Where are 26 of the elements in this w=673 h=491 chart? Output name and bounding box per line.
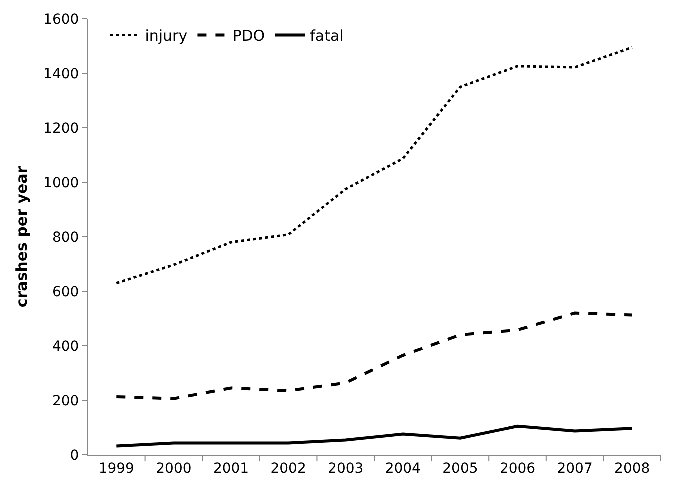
x-tick-label: 2008 — [614, 460, 650, 477]
x-tick-label: 2002 — [270, 460, 306, 477]
line-series — [115, 312, 634, 400]
x-tick-label: 2004 — [385, 460, 422, 477]
x-tick-label: 2007 — [557, 460, 593, 477]
y-tick-label: 0 — [70, 448, 80, 464]
y-tick-label: 1400 — [44, 66, 80, 82]
line-series — [115, 424, 634, 448]
y-tick-label: 600 — [52, 284, 80, 300]
legend-label: injury — [145, 27, 188, 46]
x-tick-label: 2005 — [442, 460, 478, 477]
y-tick-label: 1000 — [44, 175, 80, 192]
x-tick-label: 2000 — [156, 460, 192, 477]
y-tick-label: 200 — [52, 393, 80, 410]
legend-label: fatal — [310, 27, 344, 46]
x-tick-label: 1999 — [98, 460, 134, 477]
line-series — [115, 46, 634, 285]
x-tick-label: 2006 — [500, 460, 536, 477]
y-axis-title: crashes per year — [12, 166, 31, 308]
legend-label: PDO — [232, 27, 266, 46]
y-tick-label: 1200 — [44, 120, 80, 137]
x-tick-label: 2001 — [213, 460, 250, 477]
y-tick-label: 800 — [52, 230, 80, 246]
x-tick-label: 2003 — [328, 460, 364, 477]
y-tick-label: 400 — [52, 338, 80, 355]
y-tick-label: 1600 — [44, 12, 80, 28]
